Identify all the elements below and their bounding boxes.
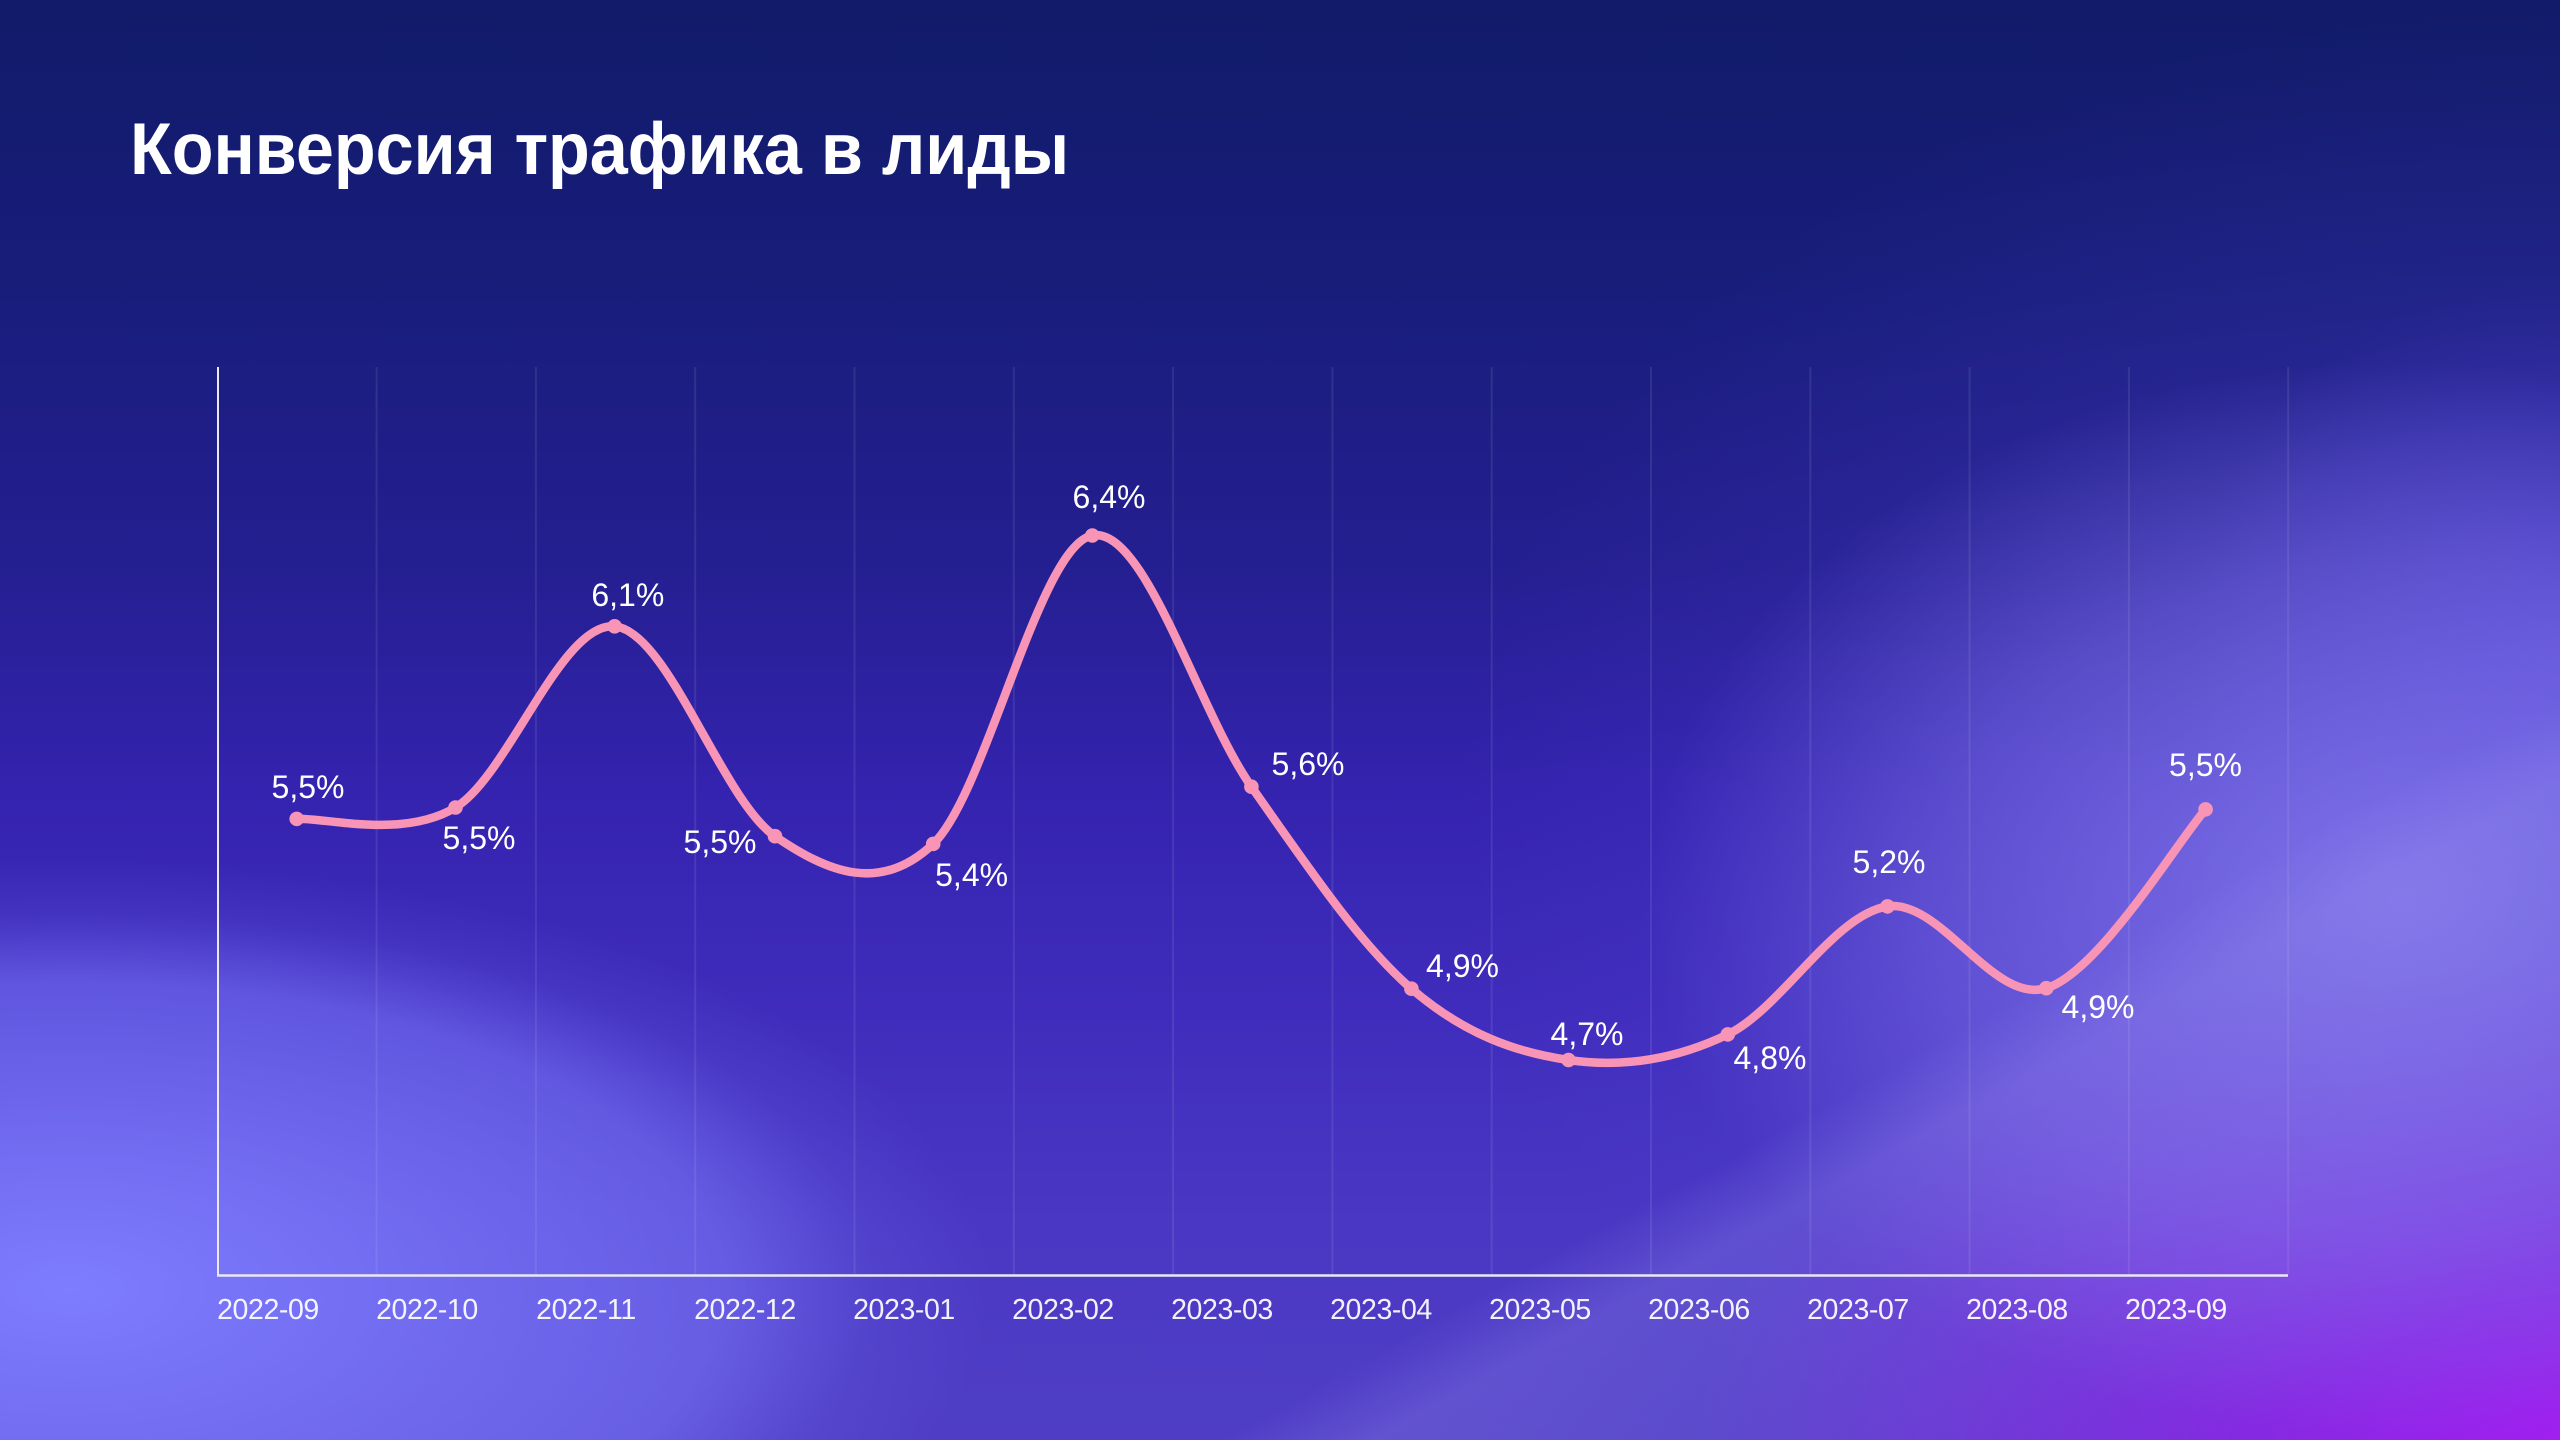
svg-text:2023-09: 2023-09 [2125, 1294, 2227, 1326]
svg-text:2022-11: 2022-11 [536, 1294, 636, 1326]
svg-text:5,2%: 5,2% [1853, 844, 1926, 880]
svg-text:2022-10: 2022-10 [376, 1294, 478, 1326]
svg-text:5,4%: 5,4% [935, 857, 1008, 893]
svg-text:2023-04: 2023-04 [1330, 1294, 1432, 1326]
svg-text:2023-05: 2023-05 [1489, 1294, 1591, 1326]
svg-text:2023-06: 2023-06 [1648, 1294, 1750, 1326]
svg-text:5,6%: 5,6% [1272, 746, 1345, 782]
svg-text:2023-03: 2023-03 [1171, 1294, 1273, 1326]
svg-text:5,5%: 5,5% [684, 824, 757, 860]
svg-text:2022-09: 2022-09 [217, 1294, 319, 1326]
svg-text:5,5%: 5,5% [272, 769, 345, 805]
svg-text:6,1%: 6,1% [591, 577, 664, 613]
svg-text:6,4%: 6,4% [1073, 479, 1146, 515]
svg-text:4,7%: 4,7% [1551, 1016, 1624, 1052]
svg-text:2023-08: 2023-08 [1966, 1294, 2068, 1326]
svg-text:4,9%: 4,9% [2062, 989, 2135, 1025]
svg-text:4,8%: 4,8% [1734, 1040, 1807, 1076]
svg-text:2023-01: 2023-01 [853, 1294, 955, 1326]
svg-text:5,5%: 5,5% [2169, 747, 2242, 783]
svg-text:2023-02: 2023-02 [1012, 1294, 1114, 1326]
svg-text:2022-12: 2022-12 [694, 1294, 796, 1326]
svg-text:2023-07: 2023-07 [1807, 1294, 1909, 1326]
svg-text:5,5%: 5,5% [443, 820, 516, 856]
svg-text:4,9%: 4,9% [1426, 948, 1499, 984]
